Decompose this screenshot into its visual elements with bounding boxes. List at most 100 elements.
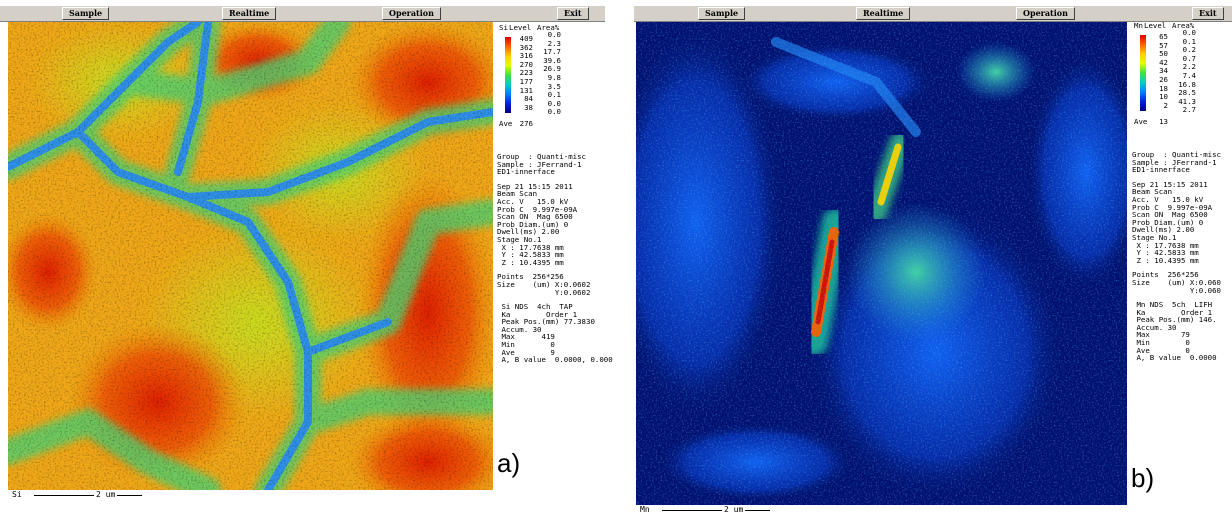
info-block: Group : Quanti-misc Sample : JFerrand-1 ED… [497, 153, 613, 176]
info-line: Prob Diam.(um) 0 [1132, 217, 1204, 227]
button[interactable]: Realtime [856, 7, 911, 20]
legend-level: 38 [524, 102, 533, 112]
info-line: Size (um) X:0.060 [1132, 277, 1221, 287]
button[interactable]: Exit [1192, 7, 1224, 20]
toolbar: Sample Realtime Operation Exit [0, 5, 605, 22]
legend-level: 270 [519, 59, 533, 69]
info-line: Dwell(ms) 2.00 [1132, 225, 1195, 235]
button[interactable]: Operation [1016, 7, 1075, 20]
info-line: Min 0 [1132, 338, 1190, 348]
info-line: Y : 42.5833 mm [1132, 248, 1199, 258]
legend-level-header: Level [1144, 21, 1167, 30]
legend-area: 7.4 [1182, 71, 1196, 80]
legend-area: 0.1 [1182, 36, 1196, 46]
info-line: Prob C 9.997e-09A [497, 204, 578, 214]
info-line: Y:0.060 [1132, 285, 1221, 295]
button[interactable]: Realtime [222, 7, 277, 20]
info-panel: Group : Quanti-misc Sample : JFerrand-1 ED… [1132, 151, 1221, 369]
info-line: Si NDS 4ch TAP [497, 302, 573, 312]
scale-line [34, 495, 142, 496]
legend-ave: 276 [519, 119, 533, 128]
info-line: Scan ON Mag 6500 [497, 212, 573, 222]
color-bar [505, 37, 511, 113]
info-line: Dwell(ms) 2.00 [497, 227, 560, 237]
info-line: Acc. V 15.0 kV [497, 196, 569, 206]
color-bar [1140, 35, 1146, 111]
info-line: Accum. 30 [1132, 322, 1177, 332]
info-line: Points 256*256 [497, 272, 564, 282]
legend-level: 42 [1159, 57, 1168, 67]
scale-length: 2 um [722, 505, 746, 515]
info-line: Peak Pos.(mm) 146. [1132, 315, 1217, 325]
scale-bar: Si 2 um [8, 490, 493, 500]
info-line: Acc. V 15.0 kV [1132, 194, 1204, 204]
legend-ave-label: Ave [1134, 117, 1148, 126]
legend-area: 0.1 [547, 90, 561, 100]
info-line: Min 0 [497, 340, 555, 350]
info-line: Group : Quanti-misc [497, 152, 586, 161]
legend-ave: 13 [1159, 117, 1168, 126]
legend-area-header: Area% [537, 23, 560, 32]
info-block: Group : Quanti-misc Sample : JFerrand-1 ED… [1132, 151, 1221, 174]
info-line: X : 17.7638 mm [1132, 240, 1199, 250]
scale-length: 2 um [94, 490, 118, 500]
info-line: Prob C 9.997e-09A [1132, 202, 1213, 212]
toolbar: Sample Realtime Operation Exit [634, 5, 1232, 22]
panel-label: a) [497, 448, 521, 478]
legend-area: 9.8 [547, 73, 561, 82]
legend-element: Mn [1134, 21, 1143, 30]
button[interactable]: Sample [62, 7, 110, 20]
scale-element: Si [12, 490, 22, 499]
info-block: Si NDS 4ch TAP Ka Order 1 Peak Pos.(mm) … [497, 302, 612, 364]
legend-level: 10 [1159, 92, 1168, 102]
button[interactable]: Exit [557, 7, 589, 20]
legend-level: 57 [1159, 40, 1168, 50]
info-line: Mn NDS 5ch LIFH [1132, 300, 1213, 310]
legend-level: 84 [524, 94, 533, 104]
legend-level: 50 [1159, 49, 1168, 59]
legend-ave-label: Ave [499, 119, 513, 128]
button[interactable]: Sample [698, 7, 746, 20]
info-line: Ka Order 1 [1132, 307, 1213, 317]
info-line: Max 419 [497, 332, 555, 342]
legend-area: 2.2 [1182, 62, 1196, 72]
legend-area: 26.9 [543, 64, 561, 74]
legend-level: 2 [1163, 100, 1168, 110]
info-block: Mn NDS 5ch LIFH Ka Order 1 Peak Pos.(mm)… [1132, 301, 1221, 362]
info-panel: Group : Quanti-misc Sample : JFerrand-1 ED… [497, 153, 613, 371]
legend-area: 0.0 [547, 98, 561, 108]
legend-area: 0.2 [1182, 45, 1196, 55]
button[interactable]: Operation [382, 7, 441, 20]
legend-area: 3.5 [547, 81, 561, 91]
info-line: Scan ON Mag 6500 [1132, 210, 1208, 220]
info-line: Ka Order 1 [497, 309, 578, 319]
info-line: Y:0.0602 [497, 287, 591, 297]
si-map [8, 22, 493, 490]
legend-level: 131 [519, 85, 533, 95]
legend-area: 17.7 [543, 47, 561, 57]
info-line: Stage No.1 [1132, 232, 1177, 242]
info-line: Ave 9 [497, 347, 555, 357]
info-line: Sep 21 15:15 2011 [1132, 179, 1208, 189]
legend-level: 18 [1159, 83, 1168, 93]
mn-map [636, 22, 1127, 505]
scale-element: Mn [640, 505, 650, 514]
legend-area: 39.6 [543, 55, 561, 65]
info-block: Sep 21 15:15 2011 Beam Scan Acc. V 15.0 kV… [1132, 181, 1221, 265]
info-line: Sample : JFerrand-1 [497, 159, 582, 169]
legend-area: 0.0 [547, 107, 561, 117]
legend-level: 409 [519, 34, 533, 43]
legend-level: 34 [1159, 66, 1168, 76]
info-line: Accum. 30 [497, 324, 542, 334]
info-line: Prob Diam.(um) 0 [497, 219, 569, 229]
info-line: Ave 0 [1132, 345, 1190, 355]
info-line: X : 17.7638 mm [497, 242, 564, 252]
info-line: Beam Scan [497, 189, 538, 199]
legend-area: 16.8 [1178, 79, 1196, 89]
info-line: A, B value 0.0000 [1132, 353, 1217, 363]
info-line: ED1-innerface [1132, 165, 1190, 175]
legend-level: 26 [1159, 75, 1168, 84]
info-line: ED1-innerface [497, 167, 555, 177]
info-line: Z : 10.4395 mm [497, 257, 564, 267]
